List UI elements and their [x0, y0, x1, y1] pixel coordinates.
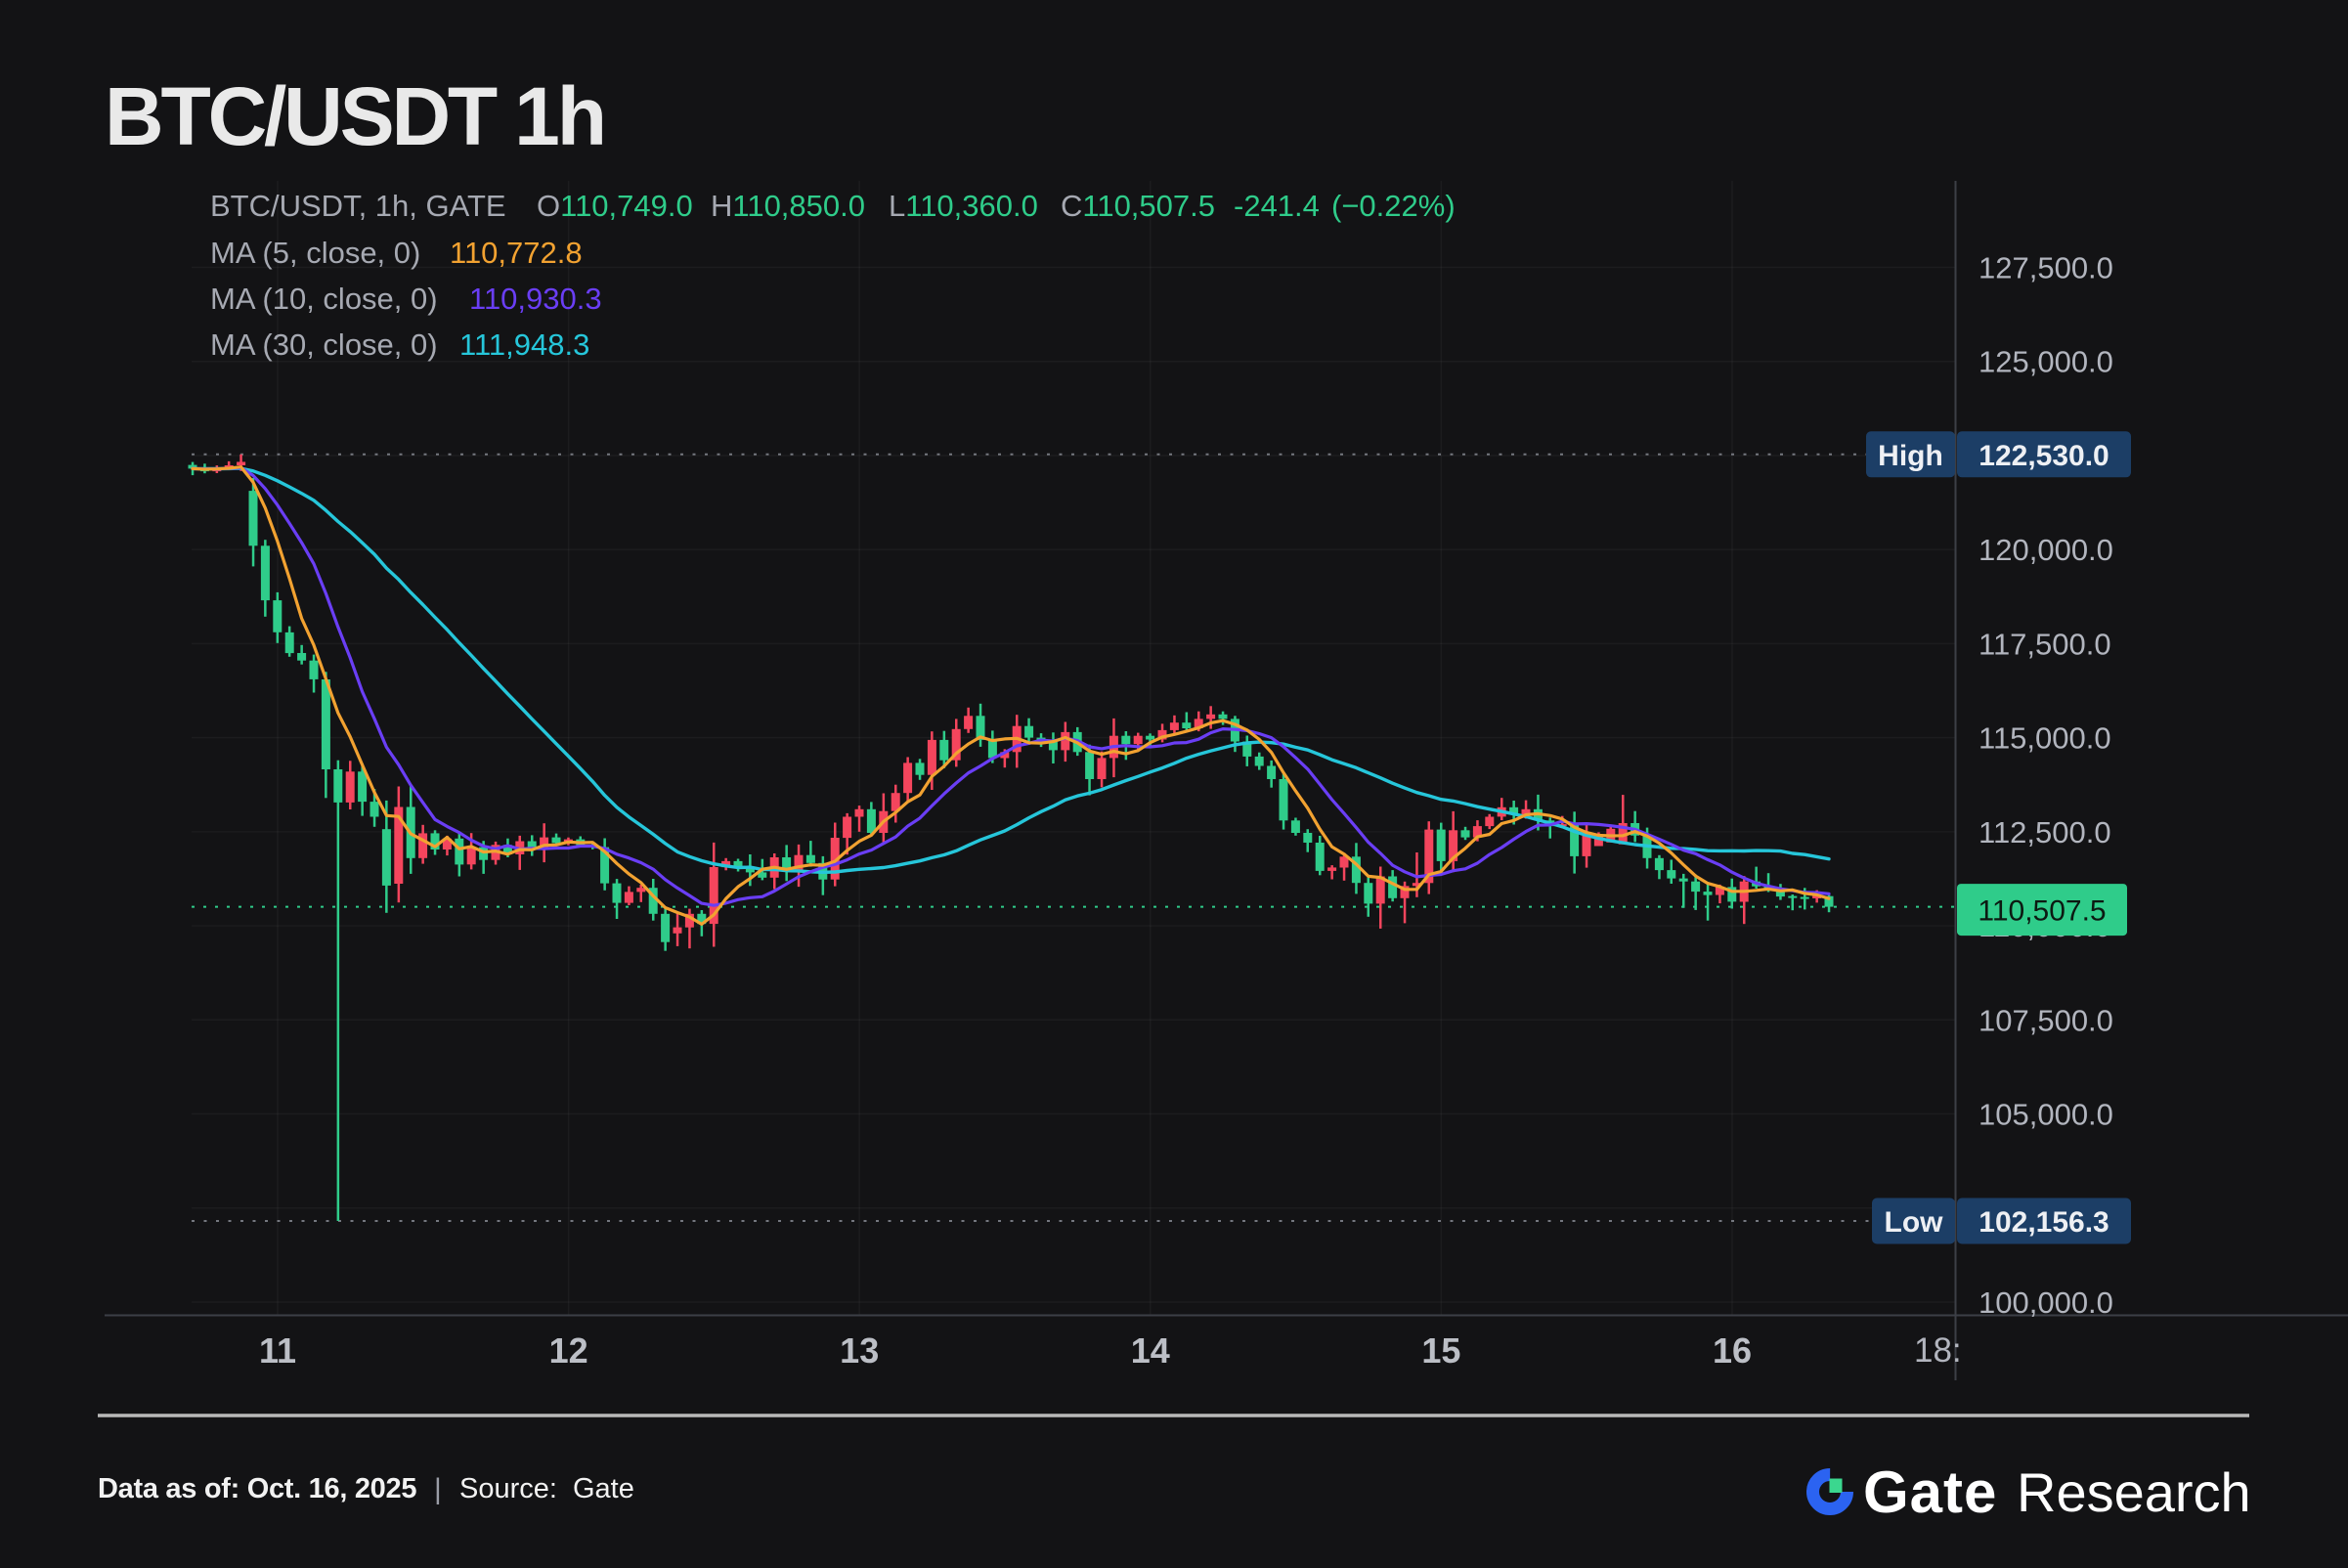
svg-text:Data as of: Oct. 16, 2025: Data as of: Oct. 16, 2025 — [98, 1473, 416, 1504]
svg-text:102,156.3: 102,156.3 — [1978, 1206, 2109, 1239]
svg-text:BTC/USDT, 1h, GATE: BTC/USDT, 1h, GATE — [210, 189, 506, 223]
svg-text:Gate: Gate — [1863, 1459, 1997, 1525]
svg-text:117,500.0: 117,500.0 — [1978, 627, 2111, 661]
svg-text:105,000.0: 105,000.0 — [1978, 1098, 2113, 1132]
svg-text:Gate: Gate — [573, 1473, 634, 1504]
svg-text:110,507.5: 110,507.5 — [1978, 895, 2106, 928]
svg-text:MA (10, close, 0) 110,930.3: MA (10, close, 0) 110,930.3 — [210, 282, 602, 316]
svg-text:15: 15 — [1421, 1330, 1460, 1371]
svg-text:115,000.0: 115,000.0 — [1978, 721, 2111, 756]
svg-text:14: 14 — [1131, 1330, 1170, 1371]
svg-text:125,000.0: 125,000.0 — [1978, 345, 2113, 379]
svg-text:|: | — [434, 1473, 442, 1505]
svg-text:112,500.0: 112,500.0 — [1978, 815, 2111, 849]
svg-text:MA (5, close, 0) 110,772.8: MA (5, close, 0) 110,772.8 — [210, 236, 583, 270]
svg-text:107,500.0: 107,500.0 — [1978, 1003, 2113, 1037]
svg-text:18:: 18: — [1914, 1331, 1962, 1370]
svg-text:127,500.0: 127,500.0 — [1978, 251, 2113, 285]
svg-text:Low: Low — [1885, 1206, 1944, 1239]
svg-text:Research: Research — [2017, 1461, 2251, 1523]
svg-text:BTC/USDT 1h: BTC/USDT 1h — [105, 70, 604, 162]
svg-text:100,000.0: 100,000.0 — [1978, 1285, 2113, 1320]
svg-text:High: High — [1878, 440, 1943, 472]
svg-text:11: 11 — [259, 1330, 296, 1371]
svg-text:13: 13 — [840, 1330, 879, 1371]
svg-text:Source:: Source: — [459, 1473, 557, 1504]
svg-text:12: 12 — [549, 1330, 588, 1371]
svg-text:122,530.0: 122,530.0 — [1978, 440, 2109, 472]
svg-text:120,000.0: 120,000.0 — [1978, 533, 2113, 567]
svg-text:16: 16 — [1713, 1330, 1752, 1371]
svg-text:MA (30, close, 0) 111,948.3: MA (30, close, 0) 111,948.3 — [210, 327, 589, 362]
